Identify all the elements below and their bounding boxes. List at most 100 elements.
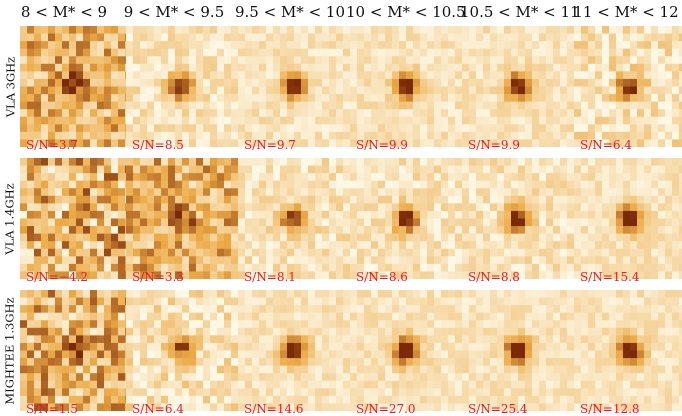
pixel: [539, 33, 547, 42]
pixel: [455, 297, 462, 306]
pixel: [378, 233, 386, 242]
pixel: [623, 71, 631, 80]
pixel: [350, 241, 358, 250]
pixel: [483, 165, 491, 174]
pixel: [168, 342, 176, 351]
pixel: [280, 256, 288, 265]
pixel: [55, 350, 63, 359]
pixel: [41, 248, 49, 257]
pixel: [147, 180, 155, 189]
row-label: VLA 1.4GHz: [3, 183, 17, 255]
pixel: [182, 26, 190, 35]
pixel: [371, 48, 379, 57]
pixel: [322, 358, 330, 367]
pixel: [182, 327, 190, 336]
pixel: [609, 380, 617, 389]
pixel: [574, 350, 582, 359]
pixel: [308, 165, 316, 174]
pixel: [322, 78, 330, 87]
pixel: [525, 320, 533, 329]
pixel: [679, 180, 682, 189]
pixel: [574, 56, 582, 65]
pixel: [27, 233, 35, 242]
pixel: [553, 358, 561, 367]
pixel: [55, 26, 63, 35]
pixel: [595, 403, 603, 411]
pixel: [378, 395, 386, 404]
pixel: [55, 139, 63, 147]
pixel: [560, 63, 568, 72]
pixel: [133, 365, 141, 374]
pixel: [651, 78, 659, 87]
pixel: [532, 248, 540, 257]
pixel: [231, 241, 238, 250]
pixel: [259, 210, 267, 219]
pixel: [385, 395, 393, 404]
pixel: [574, 365, 582, 374]
pixel: [245, 373, 253, 382]
pixel: [231, 165, 238, 174]
pixel: [672, 263, 680, 272]
pixel: [41, 312, 49, 321]
pixel: [140, 297, 148, 306]
pixel: [34, 327, 42, 336]
pixel: [665, 335, 673, 344]
pixel: [357, 101, 365, 110]
pixel: [595, 131, 603, 140]
pixel: [168, 350, 176, 359]
pixel: [301, 395, 309, 404]
pixel: [168, 173, 176, 182]
stack-image-panel: [20, 290, 132, 411]
pixel: [581, 248, 589, 257]
pixel: [399, 358, 407, 367]
pixel: [532, 173, 540, 182]
pixel: [76, 63, 84, 72]
pixel: [245, 203, 253, 212]
column-header: 8 < M* < 9: [20, 3, 108, 21]
pixel: [168, 210, 176, 219]
pixel: [168, 226, 176, 235]
pixel: [266, 380, 274, 389]
pixel: [434, 380, 442, 389]
pixel: [385, 188, 393, 197]
pixel: [406, 380, 414, 389]
pixel: [280, 63, 288, 72]
pixel: [210, 358, 218, 367]
pixel: [567, 63, 574, 72]
pixel: [210, 116, 218, 125]
pixel: [280, 305, 288, 314]
pixel: [406, 263, 414, 272]
pixel: [41, 218, 49, 227]
pixel: [238, 241, 246, 250]
pixel: [350, 210, 358, 219]
pixel: [532, 256, 540, 265]
pixel: [672, 380, 680, 389]
pixel: [238, 226, 246, 235]
pixel: [62, 78, 70, 87]
pixel: [55, 373, 63, 382]
pixel: [469, 158, 477, 167]
pixel: [525, 403, 533, 411]
pixel: [546, 297, 554, 306]
pixel: [336, 195, 344, 204]
pixel: [651, 320, 659, 329]
pixel: [224, 165, 232, 174]
pixel: [189, 233, 197, 242]
pixel: [490, 173, 498, 182]
pixel: [48, 297, 56, 306]
pixel: [161, 327, 169, 336]
pixel: [434, 86, 442, 95]
pixel: [665, 63, 673, 72]
pixel: [581, 226, 589, 235]
pixel: [343, 218, 350, 227]
pixel: [441, 365, 449, 374]
pixel: [238, 173, 246, 182]
pixel: [62, 380, 70, 389]
pixel: [336, 218, 344, 227]
pixel: [462, 263, 470, 272]
pixel: [154, 312, 162, 321]
pixel: [637, 248, 645, 257]
pixel: [140, 116, 148, 125]
pixel: [651, 124, 659, 133]
pixel: [644, 210, 652, 219]
